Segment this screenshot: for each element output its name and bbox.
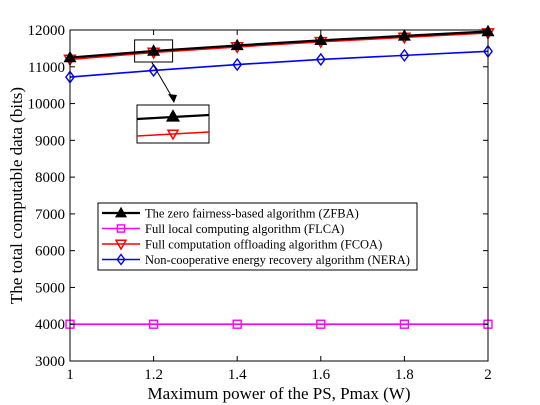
data-point-0-3 bbox=[314, 33, 328, 46]
series-0 bbox=[63, 24, 495, 63]
data-point-3-2 bbox=[232, 57, 243, 72]
x-tick-label-4: 1.8 bbox=[395, 367, 414, 383]
x-tick-label-1: 1.2 bbox=[144, 367, 163, 383]
legend-label-1: Full local computing algorithm (FLCA) bbox=[145, 222, 344, 236]
legend-label-2: Full computation offloading algorithm (F… bbox=[145, 238, 382, 252]
axes-frame bbox=[69, 29, 489, 362]
data-point-1-3 bbox=[316, 319, 326, 329]
legend-box bbox=[97, 202, 418, 271]
y-tick-label-3: 6000 bbox=[35, 244, 65, 260]
zoom-annotation bbox=[134, 39, 210, 144]
legend-entry-3: Non-cooperative energy recovery algorith… bbox=[102, 253, 410, 267]
y-tick-label-1: 4000 bbox=[35, 317, 65, 333]
plot-background bbox=[70, 30, 488, 361]
series-line-2 bbox=[69, 32, 489, 61]
data-point-1-2 bbox=[232, 319, 242, 329]
series-3 bbox=[65, 44, 493, 84]
legend-label-0: The zero fairness-based algorithm (ZFBA) bbox=[145, 207, 359, 221]
y-tick-label-6: 9000 bbox=[35, 133, 65, 149]
zoom-inset-red-line bbox=[136, 131, 210, 137]
legend-entry-0: The zero fairness-based algorithm (ZFBA) bbox=[102, 207, 359, 221]
zoom-inset-red-marker bbox=[166, 129, 180, 141]
series-line-0 bbox=[69, 30, 489, 59]
data-point-1-4 bbox=[399, 319, 410, 329]
x-tick-label-5: 2 bbox=[484, 367, 492, 383]
y-axis-label: The total computable data (bits) bbox=[7, 87, 26, 304]
data-point-0-4 bbox=[397, 29, 411, 41]
y-tick-label-5: 8000 bbox=[35, 170, 65, 186]
legend-entry-2: Full computation offloading algorithm (F… bbox=[102, 238, 382, 252]
x-tick-label-2: 1.4 bbox=[228, 367, 247, 383]
x-tick-label-0: 1 bbox=[66, 367, 74, 383]
y-tick-label-9: 12000 bbox=[28, 23, 66, 39]
x-tick-label-3: 1.6 bbox=[311, 367, 330, 383]
x-axis-label: Maximum power of the PS, Pmax (W) bbox=[148, 384, 411, 403]
legend-marker-1 bbox=[116, 224, 126, 233]
data-point-3-4 bbox=[399, 48, 410, 63]
series-1 bbox=[65, 319, 493, 329]
legend-marker-3 bbox=[116, 253, 126, 266]
legend: The zero fairness-based algorithm (ZFBA)… bbox=[97, 202, 418, 271]
zoom-source-box bbox=[134, 39, 174, 63]
series-line-3 bbox=[69, 50, 489, 78]
data-point-3-3 bbox=[315, 52, 326, 67]
y-tick-label-0: 3000 bbox=[35, 354, 65, 370]
legend-marker-2 bbox=[114, 239, 128, 251]
series-layer bbox=[63, 24, 495, 329]
y-tick-label-2: 5000 bbox=[35, 280, 65, 296]
y-tick-label-8: 11000 bbox=[28, 60, 65, 76]
zoom-inset-black-marker bbox=[165, 109, 181, 122]
y-tick-label-4: 7000 bbox=[35, 207, 65, 223]
data-point-3-1 bbox=[148, 63, 159, 78]
axes: 3000400050006000700080009000100001100012… bbox=[7, 23, 492, 403]
y-tick-label-7: 10000 bbox=[28, 97, 66, 113]
legend-label-3: Non-cooperative energy recovery algorith… bbox=[145, 253, 410, 267]
data-point-0-2 bbox=[230, 38, 244, 51]
zoom-arrow-head bbox=[168, 94, 177, 103]
plot-area bbox=[70, 30, 488, 361]
zoom-arrow-line bbox=[151, 61, 173, 98]
legend-marker-0 bbox=[114, 206, 128, 218]
data-point-0-1 bbox=[147, 44, 161, 56]
legend-entry-1: Full local computing algorithm (FLCA) bbox=[102, 222, 344, 236]
data-point-1-1 bbox=[148, 319, 159, 329]
